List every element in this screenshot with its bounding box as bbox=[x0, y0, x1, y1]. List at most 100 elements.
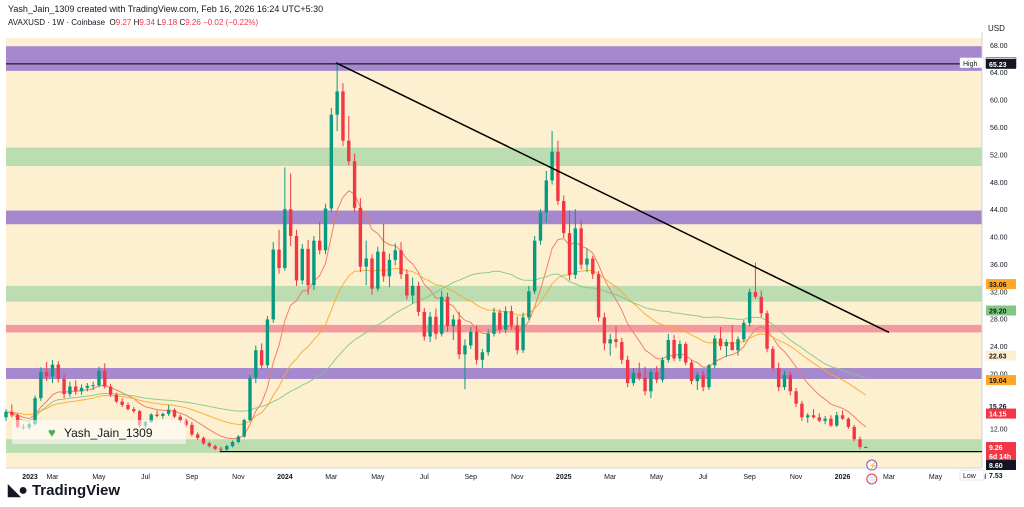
change-value: −0.02 (−0.22%) bbox=[203, 18, 259, 27]
candle bbox=[387, 253, 392, 288]
x-tick-label: Nov bbox=[511, 474, 524, 481]
tradingview-logo[interactable]: ◣● TradingView bbox=[8, 480, 120, 500]
candle-body bbox=[347, 140, 351, 162]
candle-body bbox=[794, 391, 798, 404]
candle-body bbox=[370, 258, 374, 289]
candle bbox=[416, 281, 421, 316]
candle bbox=[364, 240, 368, 286]
candle bbox=[736, 336, 740, 356]
us-flag-event-icon[interactable] bbox=[866, 473, 878, 485]
ema-slow-line bbox=[5, 267, 867, 425]
candle-body bbox=[614, 339, 618, 343]
candle bbox=[79, 384, 84, 395]
candle bbox=[161, 412, 165, 419]
price-tag-bg bbox=[986, 470, 1016, 481]
price-tag-bg bbox=[986, 400, 1016, 411]
candle bbox=[480, 348, 485, 369]
candle bbox=[521, 312, 525, 353]
currency-label[interactable]: USD bbox=[988, 24, 1005, 33]
price-tag: 33.06 bbox=[986, 279, 1016, 290]
candle-body bbox=[126, 405, 130, 410]
price-tag-bg bbox=[986, 305, 1016, 316]
price-tag-text: 19.04 bbox=[989, 378, 1007, 385]
candle-body bbox=[166, 409, 171, 414]
candle-body bbox=[695, 374, 700, 382]
candle-body bbox=[649, 372, 653, 392]
candle bbox=[747, 288, 752, 327]
candle-body bbox=[62, 378, 66, 395]
tradingview-logo-text: TradingView bbox=[31, 481, 121, 499]
candle-body bbox=[771, 348, 775, 369]
candle-body bbox=[283, 209, 287, 269]
side-label-text: Low bbox=[963, 473, 977, 480]
candle-body bbox=[120, 401, 124, 406]
candle bbox=[654, 365, 659, 384]
candle bbox=[846, 417, 851, 429]
candle-body bbox=[352, 161, 357, 208]
candle bbox=[794, 387, 798, 408]
candle-body bbox=[474, 331, 479, 360]
candle-body bbox=[259, 350, 264, 366]
trendline[interactable] bbox=[335, 62, 890, 334]
y-tick-label: 56.00 bbox=[990, 125, 1008, 132]
symbol-label[interactable]: AVAXUSD · 1W · Coinbase bbox=[8, 18, 106, 27]
candle-body bbox=[132, 409, 136, 412]
price-labels-layer: 65.38High65.2333.0629.2022.6319.0415.261… bbox=[866, 57, 1017, 485]
candle bbox=[288, 173, 293, 247]
candle-body bbox=[684, 344, 688, 363]
candle bbox=[196, 432, 200, 440]
candle bbox=[347, 116, 351, 166]
candle-body bbox=[498, 312, 502, 330]
candle-body bbox=[654, 372, 659, 380]
x-tick-label: Mar bbox=[325, 474, 338, 481]
price-tag-text: 9.26 bbox=[989, 445, 1003, 452]
candle-body bbox=[689, 362, 694, 382]
candle bbox=[701, 370, 705, 392]
candle-body bbox=[445, 296, 450, 327]
candle-body bbox=[788, 374, 792, 392]
candle-body bbox=[114, 394, 119, 402]
candle-body bbox=[149, 414, 153, 423]
price-tag: 8.60 bbox=[986, 460, 1016, 471]
candle bbox=[591, 255, 595, 280]
y-tick-label: 44.00 bbox=[990, 207, 1008, 214]
candle-body bbox=[393, 250, 397, 260]
candle-body bbox=[155, 414, 159, 416]
candle bbox=[4, 409, 8, 421]
candle-body bbox=[858, 439, 862, 447]
candle-body bbox=[562, 200, 566, 234]
candle bbox=[759, 290, 763, 318]
candle-body bbox=[225, 446, 229, 450]
candle-body bbox=[91, 385, 95, 387]
candle bbox=[585, 248, 589, 273]
candle-body bbox=[660, 359, 665, 380]
candle-body bbox=[556, 151, 560, 201]
drawings-layer bbox=[6, 62, 982, 453]
candle bbox=[207, 441, 212, 448]
y-tick-label: 28.00 bbox=[990, 317, 1008, 324]
candle-body bbox=[480, 352, 485, 360]
close-value: 9.26 bbox=[185, 18, 201, 27]
candle-body bbox=[503, 311, 508, 330]
candle bbox=[422, 307, 426, 341]
candle bbox=[283, 167, 287, 271]
candle bbox=[660, 357, 665, 383]
candle-body bbox=[602, 317, 607, 344]
purple-zone bbox=[6, 210, 982, 225]
price-tag-bg bbox=[986, 375, 1016, 386]
candle-body bbox=[527, 291, 531, 318]
flash-event-icon[interactable] bbox=[866, 459, 878, 471]
candle bbox=[800, 400, 804, 421]
event-markers[interactable]: ⚡ bbox=[866, 459, 878, 485]
candle-body bbox=[271, 249, 275, 320]
candle bbox=[823, 415, 827, 425]
candle bbox=[852, 424, 856, 442]
candle bbox=[120, 398, 124, 408]
candle bbox=[806, 413, 810, 423]
x-tick-label: Nov bbox=[790, 474, 803, 481]
candle-body bbox=[190, 424, 194, 435]
side-label-text: High bbox=[963, 61, 978, 68]
candle bbox=[776, 362, 781, 392]
candle-body bbox=[68, 386, 72, 395]
